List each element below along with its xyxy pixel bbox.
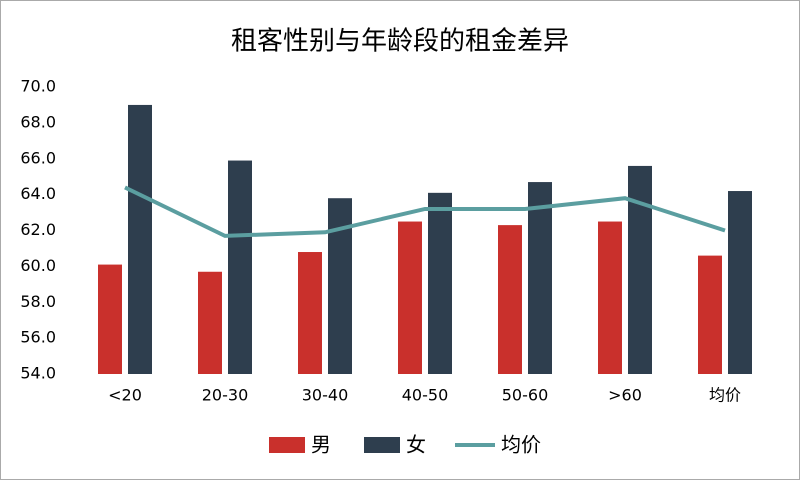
legend-label: 均价 bbox=[501, 433, 541, 457]
y-tick-label: 54.0 bbox=[20, 364, 56, 383]
x-tick-label: >60 bbox=[608, 386, 642, 405]
legend-label: 男 bbox=[311, 433, 331, 457]
bar bbox=[298, 252, 322, 374]
y-tick-label: 62.0 bbox=[20, 220, 56, 239]
line bbox=[124, 185, 726, 238]
x-tick-label: 均价 bbox=[709, 386, 741, 405]
x-tick-label: 20-30 bbox=[202, 386, 249, 405]
bar bbox=[698, 255, 722, 374]
y-tick-label: 56.0 bbox=[20, 328, 56, 347]
x-tick-label: 50-60 bbox=[502, 386, 549, 405]
x-tick-label: 30-40 bbox=[302, 386, 349, 405]
bar bbox=[628, 165, 652, 374]
bar bbox=[128, 104, 152, 374]
legend-label: 女 bbox=[406, 433, 426, 457]
bar bbox=[428, 192, 452, 374]
chart-title: 租客性别与年龄段的租金差异 bbox=[231, 27, 569, 57]
bar bbox=[398, 221, 422, 374]
legend-swatch bbox=[269, 437, 305, 453]
legend-swatch bbox=[364, 437, 400, 453]
bar bbox=[598, 221, 622, 374]
y-tick-label: 70.0 bbox=[20, 77, 56, 96]
y-tick-label: 66.0 bbox=[20, 148, 56, 167]
x-tick-label: 40-50 bbox=[402, 386, 449, 405]
y-tick-label: 58.0 bbox=[20, 292, 56, 311]
bar bbox=[228, 160, 252, 374]
bar bbox=[498, 225, 522, 374]
bar bbox=[328, 198, 352, 374]
x-tick-label: <20 bbox=[108, 386, 142, 405]
bar bbox=[198, 271, 222, 374]
y-tick-label: 60.0 bbox=[20, 256, 56, 275]
y-tick-label: 68.0 bbox=[20, 112, 56, 131]
bar bbox=[528, 182, 552, 374]
bar bbox=[728, 191, 752, 374]
y-tick-label: 64.0 bbox=[20, 184, 56, 203]
bar bbox=[98, 264, 122, 374]
